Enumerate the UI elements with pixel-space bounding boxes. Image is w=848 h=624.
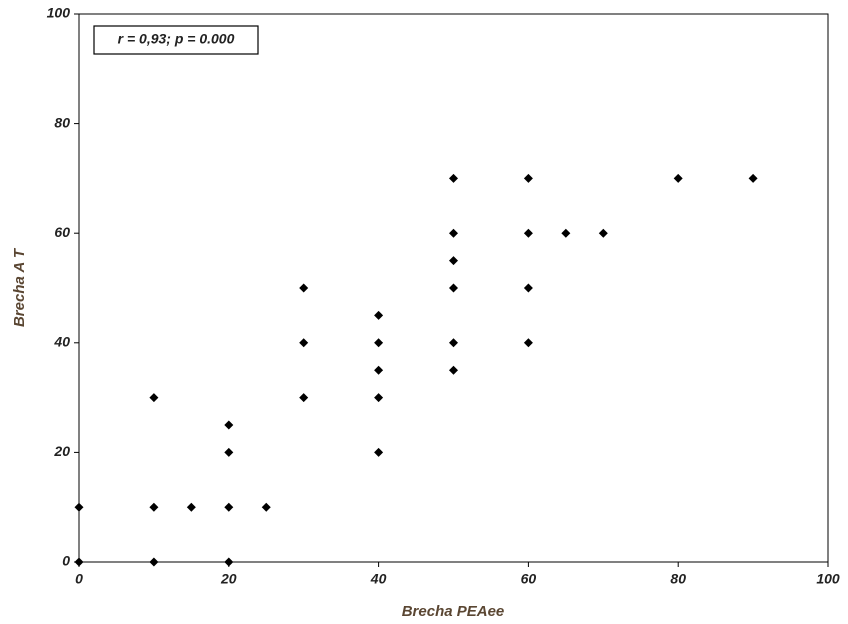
point (186, 502, 196, 512)
point (523, 228, 533, 238)
point (224, 447, 234, 457)
point (449, 365, 458, 375)
point (299, 283, 309, 293)
point (374, 393, 384, 403)
point (673, 173, 683, 183)
point (74, 557, 84, 567)
point (449, 173, 458, 183)
point (523, 173, 533, 183)
x-axis-label: Brecha PEAee (402, 603, 505, 620)
x-tick-label: 100 (816, 571, 840, 587)
x-tick-label: 40 (370, 571, 387, 587)
y-tick-label: 0 (62, 553, 70, 569)
point (224, 420, 234, 430)
x-tick-label: 80 (670, 571, 686, 587)
point (374, 365, 384, 375)
point (374, 310, 384, 320)
y-axis-label: Brecha A T (11, 247, 28, 327)
point (374, 338, 384, 348)
point (598, 228, 608, 238)
point (149, 557, 159, 567)
annotation-box (93, 25, 259, 55)
y-tick-label: 20 (53, 443, 70, 459)
point (374, 447, 384, 457)
point (261, 502, 271, 512)
y-tick-label: 100 (47, 5, 71, 21)
plot-frame (78, 13, 829, 563)
point (449, 338, 458, 348)
point (224, 502, 234, 512)
point (449, 256, 458, 266)
point (224, 557, 234, 567)
point (149, 502, 159, 512)
point (523, 338, 533, 348)
point (74, 502, 84, 512)
point (561, 228, 571, 238)
x-tick-label: 60 (521, 571, 537, 587)
y-tick-label: 60 (54, 224, 70, 240)
point (748, 173, 758, 183)
point (523, 283, 533, 293)
point (149, 393, 159, 403)
point (299, 393, 309, 403)
y-tick-label: 80 (54, 114, 70, 130)
point (449, 228, 458, 238)
point (449, 283, 458, 293)
annotation: r = 0,93; p = 0.000 (118, 31, 235, 47)
point (299, 338, 309, 348)
x-tick-label: 20 (220, 571, 237, 587)
x-tick-label: 0 (75, 571, 83, 587)
y-tick-label: 40 (53, 334, 70, 350)
